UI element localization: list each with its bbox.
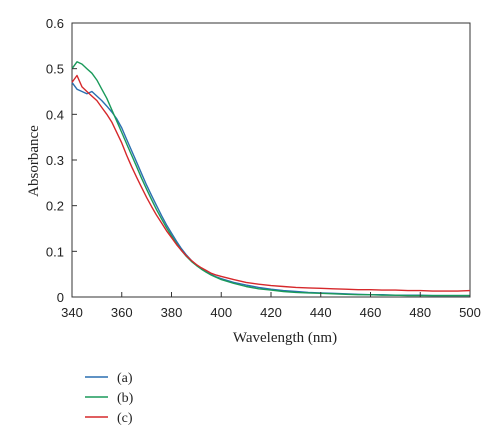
x-tick-label: 400: [210, 305, 232, 320]
x-tick-label: 460: [360, 305, 382, 320]
x-tick-label: 380: [161, 305, 183, 320]
x-tick-label: 480: [409, 305, 431, 320]
series-line-2: [71, 61, 470, 297]
x-tick-label: 420: [260, 305, 282, 320]
x-axis-title: Wavelength (nm): [233, 330, 337, 346]
x-tick-label: 440: [310, 305, 332, 320]
legend-label: (b): [117, 391, 134, 406]
y-tick-label: 0.1: [46, 244, 64, 259]
y-tick-label: 0.3: [46, 153, 64, 168]
x-tick-label: 340: [61, 305, 83, 320]
legend: (a) (b) (c): [85, 371, 134, 426]
series-layer: [71, 61, 471, 297]
y-tick-label: 0.2: [46, 199, 64, 214]
y-axis-title: Absorbance: [26, 125, 42, 197]
y-tick-label: 0: [57, 290, 64, 305]
y-tick-label: 0.6: [46, 16, 64, 31]
x-tick-label: 500: [459, 305, 481, 320]
ticks-layer: 340 360 380 400 420 440 460 480 500 0 0.1 0.2 0.3 0.4…: [46, 16, 481, 320]
y-tick-label: 0.5: [46, 62, 64, 77]
legend-label: (c): [117, 411, 133, 426]
y-tick-label: 0.4: [46, 107, 64, 122]
x-tick-label: 360: [111, 305, 133, 320]
series-line-3: [71, 74, 471, 292]
legend-label: (a): [117, 371, 133, 386]
